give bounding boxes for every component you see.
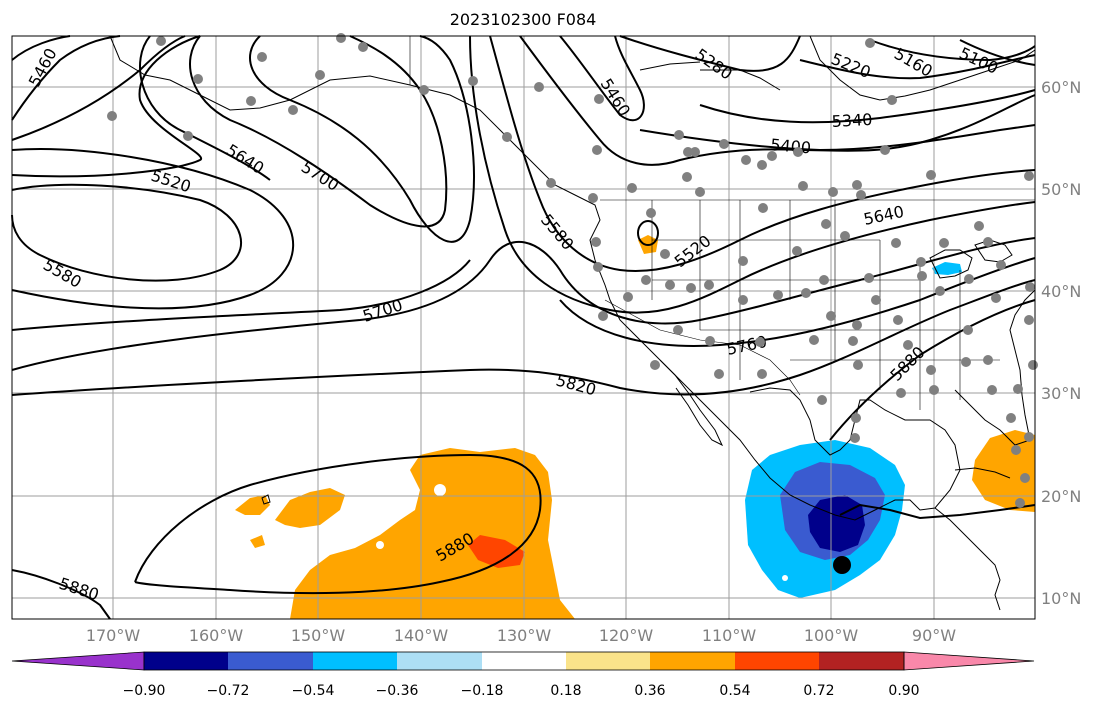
contour-5100 (959, 39, 1036, 66)
lon-label: 120°W (599, 626, 654, 645)
strong-positive-anomaly-core (468, 535, 525, 568)
colorbar-tick: −0.54 (292, 683, 335, 699)
latitude-labels: 60°N 50°N 40°N 30°N 20°N 10°N (1041, 78, 1081, 608)
lat-label: 30°N (1041, 384, 1081, 403)
lon-label: 150°W (291, 626, 346, 645)
contour-5640-trough (469, 35, 1036, 314)
lat-label: 10°N (1041, 589, 1081, 608)
contour-5640-ridge (139, 35, 271, 181)
contour-5520-west (11, 35, 186, 141)
positive-anomaly-pacific (290, 448, 575, 619)
contour-5160 (869, 39, 1036, 62)
contour-5460-west2 (11, 35, 121, 121)
positive-anomaly-small-2 (275, 488, 345, 528)
lat-label: 60°N (1041, 78, 1081, 97)
contour-5520-trough (519, 35, 1036, 166)
contour-label-5340: 5340 (831, 110, 873, 131)
colorbar-tick: 0.36 (634, 683, 665, 699)
colorbar-tick: 0.72 (803, 683, 834, 699)
map-title: 2023102300 F084 (450, 10, 597, 29)
contour-5460-trough (559, 35, 645, 122)
lon-label: 110°W (702, 626, 757, 645)
colorbar-tick: 0.90 (888, 683, 919, 699)
political-borders (409, 36, 1035, 410)
colorbar-tick: 0.18 (550, 683, 581, 699)
contour-5880-west (11, 569, 111, 620)
lon-label: 90°W (912, 626, 956, 645)
contour-5880-east (829, 299, 1036, 441)
colorbar-ticks: −0.90 −0.72 −0.54 −0.36 −0.18 0.18 0.36 … (123, 683, 920, 699)
lon-label: 140°W (394, 626, 449, 645)
contour-5580-trough (489, 35, 1036, 272)
positive-anomaly-small-1 (235, 495, 270, 515)
lat-label: 40°N (1041, 282, 1081, 301)
longitude-labels: 170°W 160°W 150°W 140°W 130°W 120°W 110°… (86, 626, 956, 645)
contour-5280 (619, 35, 801, 72)
colorbar-tick: −0.36 (376, 683, 419, 699)
colorbar-tick: −0.18 (461, 683, 504, 699)
height-contours (11, 35, 1036, 620)
contour-5760-ridge (249, 35, 475, 243)
anomaly-shading (235, 235, 1035, 619)
contour-5580-closed (11, 148, 295, 310)
colorbar-tick: −0.72 (207, 683, 250, 699)
contour-5880-closed (134, 453, 542, 595)
contour-5760 (11, 259, 471, 331)
colorbar-tick: 0.54 (719, 683, 750, 699)
lon-label: 100°W (804, 626, 859, 645)
lon-label: 170°W (86, 626, 141, 645)
contour-5760-east (559, 257, 1036, 347)
colorbar-tick: −0.90 (123, 683, 166, 699)
negative-anomaly-great-lakes (932, 262, 962, 275)
lat-label: 50°N (1041, 180, 1081, 199)
contour-5220 (799, 54, 1036, 80)
highlight-station (833, 556, 851, 574)
lon-label: 130°W (497, 626, 552, 645)
contour-5820 (11, 279, 1036, 396)
contour-5880-mexico (839, 503, 1036, 520)
colorbar (11, 651, 1035, 671)
graticule (12, 36, 1035, 619)
contour-5520-closed (11, 183, 243, 282)
contour-5580-ridge (11, 35, 203, 178)
contour-5400 (639, 124, 1036, 152)
contour-5460-west (11, 35, 71, 61)
lon-label: 160°W (189, 626, 244, 645)
contour-5340 (699, 89, 1036, 124)
contour-5700 (11, 237, 1036, 371)
map-panel: 5460 5520 5580 5640 5700 5700 5760 5820 … (11, 33, 1038, 620)
positive-anomaly-small-3 (250, 535, 265, 548)
station-markers (107, 33, 1038, 508)
lat-label: 20°N (1041, 487, 1081, 506)
